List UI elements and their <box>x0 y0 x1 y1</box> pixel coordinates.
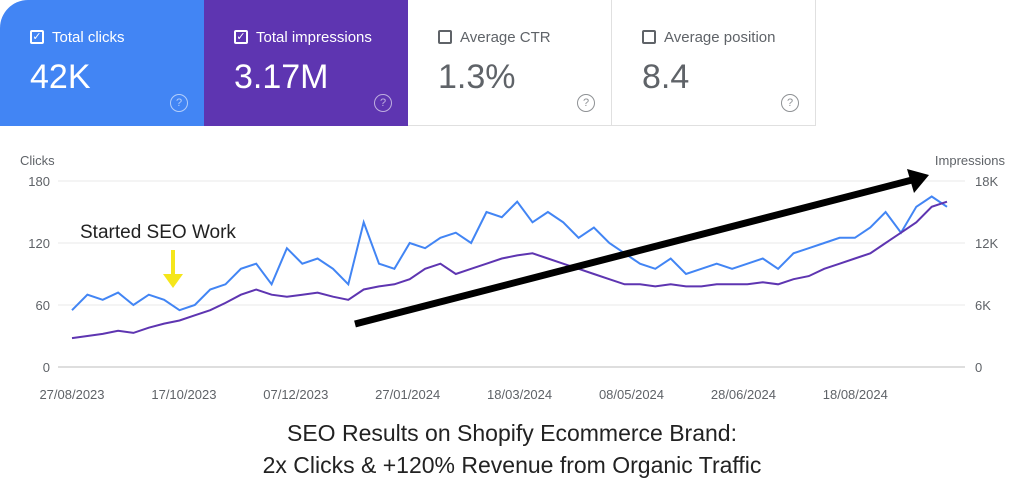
caption-line-1: SEO Results on Shopify Ecommerce Brand: <box>287 420 737 446</box>
y-tick-left: 0 <box>43 360 50 375</box>
y-axis-label-right: Impressions <box>935 153 1006 168</box>
metric-card-total-clicks[interactable]: ✓ Total clicks 42K ? <box>0 0 204 126</box>
y-tick-left: 180 <box>28 174 50 189</box>
checkbox-checked-icon[interactable]: ✓ <box>234 30 248 44</box>
x-tick-label: 28/06/2024 <box>711 387 776 402</box>
metric-label: Average position <box>664 29 776 46</box>
help-icon[interactable]: ? <box>781 94 799 112</box>
y-axis-label-left: Clicks <box>20 153 55 168</box>
checkbox-checked-icon[interactable]: ✓ <box>30 30 44 44</box>
metric-value: 8.4 <box>642 58 690 96</box>
metric-card-total-impressions[interactable]: ✓ Total impressions 3.17M ? <box>204 0 408 126</box>
metric-cards: ✓ Total clicks 42K ? ✓ Total impressions… <box>0 0 816 126</box>
help-icon[interactable]: ? <box>374 94 392 112</box>
metric-value: 3.17M <box>234 58 329 96</box>
y-tick-right: 0 <box>975 360 982 375</box>
checkbox-unchecked-icon[interactable] <box>438 30 452 44</box>
x-tick-label: 27/01/2024 <box>375 387 440 402</box>
metric-label: Total impressions <box>256 29 372 46</box>
caption-line-2: 2x Clicks & +120% Revenue from Organic T… <box>262 452 762 478</box>
trend-arrowhead-icon <box>907 169 929 193</box>
metric-value: 1.3% <box>438 58 516 96</box>
metric-card-average-ctr[interactable]: Average CTR 1.3% ? <box>408 0 612 126</box>
y-tick-left: 60 <box>36 298 50 313</box>
metric-label: Total clicks <box>52 29 125 46</box>
x-tick-label: 18/03/2024 <box>487 387 552 402</box>
series-line-clicks <box>71 195 948 312</box>
help-icon[interactable]: ? <box>170 94 188 112</box>
x-tick-label: 17/10/2023 <box>151 387 216 402</box>
x-tick-label: 18/08/2024 <box>823 387 888 402</box>
help-icon[interactable]: ? <box>577 94 595 112</box>
performance-chart: Clicks Impressions 0 0 60 6K 120 12K 180 18K 27/08… <box>20 153 1006 402</box>
y-tick-left: 120 <box>28 236 50 251</box>
checkbox-unchecked-icon[interactable] <box>642 30 656 44</box>
annotation-started-seo-work: Started SEO Work <box>80 222 236 243</box>
yellow-arrowhead-icon <box>163 274 183 288</box>
metric-card-average-position[interactable]: Average position 8.4 ? <box>612 0 816 126</box>
trend-arrow-icon <box>354 176 913 328</box>
series-line-impressions <box>71 200 948 340</box>
x-tick-label: 27/08/2023 <box>39 387 104 402</box>
y-tick-right: 18K <box>975 174 998 189</box>
x-tick-label: 08/05/2024 <box>599 387 664 402</box>
y-tick-right: 12K <box>975 236 998 251</box>
y-tick-right: 6K <box>975 298 991 313</box>
x-tick-label: 07/12/2023 <box>263 387 328 402</box>
metric-value: 42K <box>30 58 91 96</box>
metric-label: Average CTR <box>460 29 551 46</box>
